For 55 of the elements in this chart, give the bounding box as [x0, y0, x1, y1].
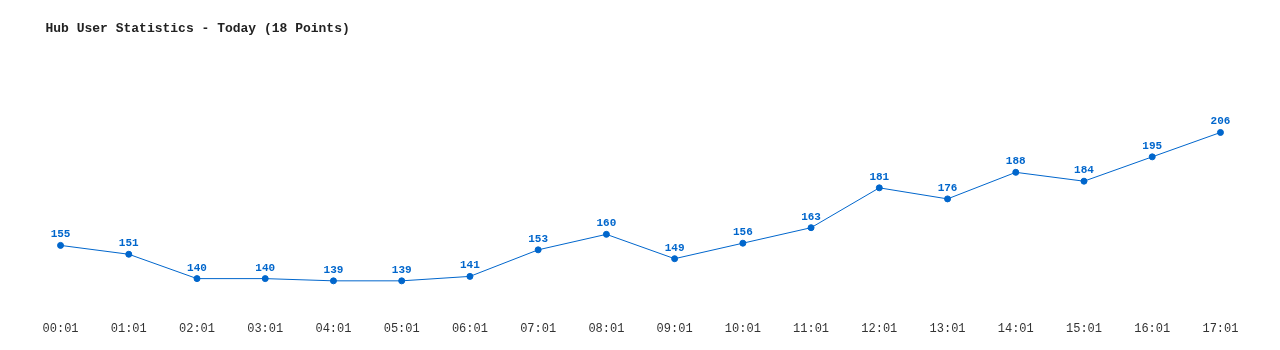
data-label: 139	[323, 263, 344, 276]
x-tick-label: 08:01	[588, 321, 625, 336]
point	[534, 246, 542, 254]
data-label: 176	[937, 181, 958, 194]
point	[193, 275, 201, 283]
point	[739, 239, 747, 247]
data-label: 153	[528, 232, 549, 245]
point	[1080, 177, 1088, 185]
data-label: 139	[391, 263, 412, 276]
point	[1012, 168, 1020, 176]
data-label: 140	[255, 261, 276, 274]
point	[466, 272, 474, 280]
point	[125, 250, 133, 258]
data-label: 156	[732, 226, 753, 239]
data-label: 149	[664, 241, 685, 254]
point	[57, 241, 65, 249]
data-label: 206	[1210, 115, 1231, 128]
chart-title: Hub User Statistics - Today (18 Points)	[45, 20, 350, 36]
x-tick-label: 12:01	[861, 321, 898, 336]
x-tick-label: 09:01	[656, 321, 693, 336]
x-tick-label: 01:01	[110, 321, 147, 336]
data-label: 195	[1142, 139, 1163, 152]
data-label: 140	[187, 261, 207, 274]
point	[602, 230, 610, 238]
x-tick-label: 13:01	[929, 321, 966, 336]
x-tick-label: 11:01	[793, 321, 830, 336]
data-label: 155	[50, 228, 71, 241]
point	[671, 255, 679, 263]
point	[1216, 128, 1224, 136]
x-tick-label: 15:01	[1065, 321, 1103, 336]
x-tick-label: 16:01	[1134, 321, 1171, 336]
data-label: 188	[1005, 155, 1027, 168]
x-tick-label: 05:01	[383, 321, 420, 336]
x-tick-label: 04:01	[315, 321, 352, 336]
data-label: 184	[1074, 164, 1095, 177]
point	[329, 277, 337, 285]
x-tick-label: 00:01	[42, 321, 79, 336]
x-tick-label: 07:01	[520, 321, 557, 336]
x-tick-label: 14:01	[997, 321, 1034, 336]
x-tick-label: 03:01	[247, 321, 284, 336]
data-label: 151	[118, 237, 140, 250]
x-tick-label: 02:01	[179, 321, 216, 336]
x-tick-label: 17:01	[1202, 321, 1239, 336]
point	[875, 184, 883, 192]
x-tick-label: 06:01	[451, 321, 488, 336]
point	[944, 195, 952, 203]
point	[1148, 153, 1156, 161]
data-label: 163	[801, 210, 822, 223]
data-label: 141	[460, 259, 481, 272]
point	[261, 275, 269, 283]
point	[807, 224, 815, 232]
point	[398, 277, 406, 285]
data-label: 181	[869, 170, 890, 183]
x-tick-label: 10:01	[724, 321, 761, 336]
data-label: 160	[596, 217, 617, 230]
